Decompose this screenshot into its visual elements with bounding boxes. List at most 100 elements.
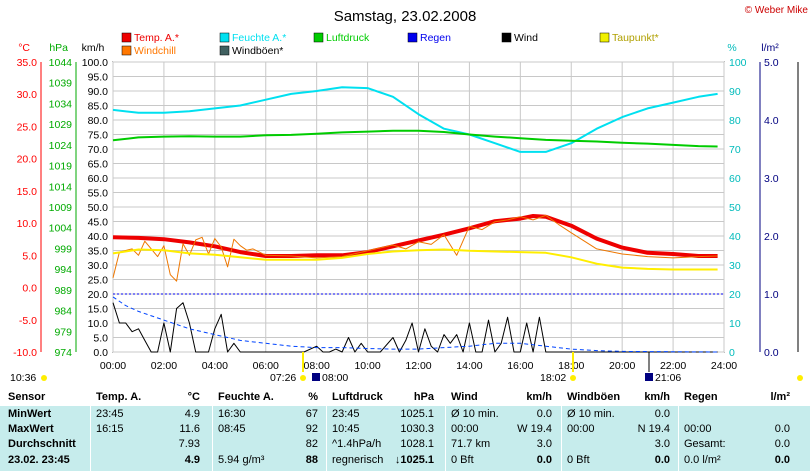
stats-cell-time: 5.94 g/m³: [218, 454, 265, 466]
stats-cell-time: 16:30: [218, 408, 246, 420]
temp-tick-label: 0.0: [22, 283, 37, 295]
stats-cell-value: N 19.4: [637, 423, 670, 435]
legend-swatch: [121, 45, 132, 56]
wind-tick-label: 90.0: [88, 86, 109, 98]
stats-header-1: Temp. A.: [96, 391, 142, 403]
statistics-column-separator: [212, 387, 213, 471]
pressure-tick-label: 1009: [49, 202, 73, 214]
x-tick-label: 00:00: [100, 360, 126, 372]
x-tick-label: 06:00: [253, 360, 279, 372]
wind-tick-label: 30.0: [88, 260, 109, 272]
stats-header-unit-6: l/m²: [770, 391, 790, 403]
legend-label: Windböen*: [232, 45, 283, 57]
humidity-tick-label: 60: [729, 173, 741, 185]
x-tick-label: 14:00: [456, 360, 482, 372]
stats-cell-time: 0 Bft: [451, 454, 474, 466]
temp-axis-title: °C: [18, 42, 30, 54]
wind-tick-label: 25.0: [88, 275, 109, 287]
stats-cell-time: Ø 10 min.: [451, 408, 499, 420]
x-tick-label: 18:00: [558, 360, 584, 372]
series-line-luftdruck: [112, 129, 718, 148]
stats-cell-value: ↓1025.1: [394, 454, 434, 466]
stats-cell-value: 1030.3: [400, 423, 434, 435]
stats-row-label: Durchschnitt: [8, 438, 76, 450]
legend-label: Wind: [514, 32, 538, 44]
wind-tick-label: 45.0: [88, 217, 109, 229]
x-tick-label: 20:00: [609, 360, 635, 372]
temp-tick-label: 5.0: [22, 250, 37, 262]
wind-tick-label: 10.0: [88, 318, 109, 330]
stats-cell-time: 0.0 l/m²: [684, 454, 721, 466]
stats-header-6: Regen: [684, 391, 718, 403]
pressure-tick-label: 1024: [49, 140, 73, 152]
temp-tick-label: 10.0: [17, 218, 38, 230]
wind-tick-label: 5.0: [93, 333, 108, 345]
stats-cell-time: regnerisch: [332, 454, 384, 466]
stats-cell-value: 0.0: [774, 438, 790, 450]
stats-cell-value: 82: [305, 438, 318, 450]
legend-swatch: [501, 32, 512, 43]
legend-label: Feuchte A.*: [232, 32, 286, 44]
statistics-column-separator: [90, 387, 91, 471]
series-line-temp-a: [112, 214, 718, 258]
sunset-time-label: 18:02: [540, 372, 566, 384]
stats-header-unit-3: hPa: [413, 391, 434, 403]
series-line-windchill: [112, 214, 718, 282]
pressure-tick-label: 1019: [49, 161, 73, 173]
rain-tick-label: 1.0: [764, 289, 779, 301]
pressure-tick-label: 979: [54, 326, 72, 338]
stats-cell-time: 16:15: [96, 423, 124, 435]
chart-title: Samstag, 23.02.2008: [334, 8, 477, 25]
legend-swatch: [121, 32, 132, 43]
statistics-header-row: [0, 387, 810, 406]
legend-swatch: [313, 32, 324, 43]
stats-header-unit-2: %: [308, 391, 318, 403]
pressure-tick-label: 1029: [49, 119, 73, 131]
stats-cell-value: 3.0: [536, 438, 552, 450]
wind-tick-label: 85.0: [88, 101, 109, 113]
temp-tick-label: -10.0: [13, 347, 37, 359]
legend-swatch: [219, 45, 230, 56]
stats-cell-value: 3.0: [654, 438, 670, 450]
legend-label: Taupunkt*: [612, 32, 659, 44]
legend-label: Regen: [420, 32, 451, 44]
stats-row-label: MaxWert: [8, 423, 54, 435]
copyright-label: © Weber Mike: [745, 5, 809, 16]
rain-axis-title: l/m²: [761, 42, 779, 54]
x-tick-label: 22:00: [660, 360, 686, 372]
humidity-tick-label: 80: [729, 115, 741, 127]
humidity-tick-label: 40: [729, 231, 741, 243]
right-sun-icon: [797, 375, 803, 381]
moonrise-icon: [312, 373, 320, 381]
wind-tick-label: 65.0: [88, 159, 109, 171]
stats-cell-time: Gesamt:: [684, 438, 726, 450]
weather-chart: Samstag, 23.02.2008 © Weber Mike Temp. A.*…: [10, 5, 809, 384]
x-tick-label: 04:00: [202, 360, 228, 372]
stats-row-label: 23.02. 23:45: [8, 454, 70, 466]
pressure-tick-label: 1044: [49, 57, 73, 69]
rain-tick-label: 0.0: [764, 347, 779, 359]
stats-cell-time: 10:45: [332, 423, 360, 435]
wind-tick-label: 95.0: [88, 72, 109, 84]
legend-label: Luftdruck: [326, 32, 370, 44]
moonset-time-label: 21:06: [655, 372, 681, 384]
statistics-column-separator: [561, 387, 562, 471]
pressure-tick-label: 994: [54, 264, 72, 276]
series-line-wind: [112, 302, 718, 353]
legend-swatch: [219, 32, 230, 43]
stats-cell-time: 71.7 km: [451, 438, 491, 450]
wind-tick-label: 50.0: [88, 202, 109, 214]
x-tick-label: 16:00: [507, 360, 533, 372]
wind-tick-label: 80.0: [88, 115, 109, 127]
wind-tick-label: 100.0: [82, 57, 108, 69]
rain-tick-label: 2.0: [764, 231, 779, 243]
temp-tick-label: -5.0: [19, 315, 37, 327]
x-tick-label: 12:00: [405, 360, 431, 372]
pressure-tick-label: 984: [54, 306, 72, 318]
legend-swatch: [599, 32, 610, 43]
stats-cell-value: 0.0: [774, 454, 790, 466]
humidity-tick-label: 70: [729, 144, 741, 156]
wind-tick-label: 0.0: [93, 347, 108, 359]
x-tick-label: 02:00: [151, 360, 177, 372]
stats-header-5: Windböen: [567, 391, 621, 403]
